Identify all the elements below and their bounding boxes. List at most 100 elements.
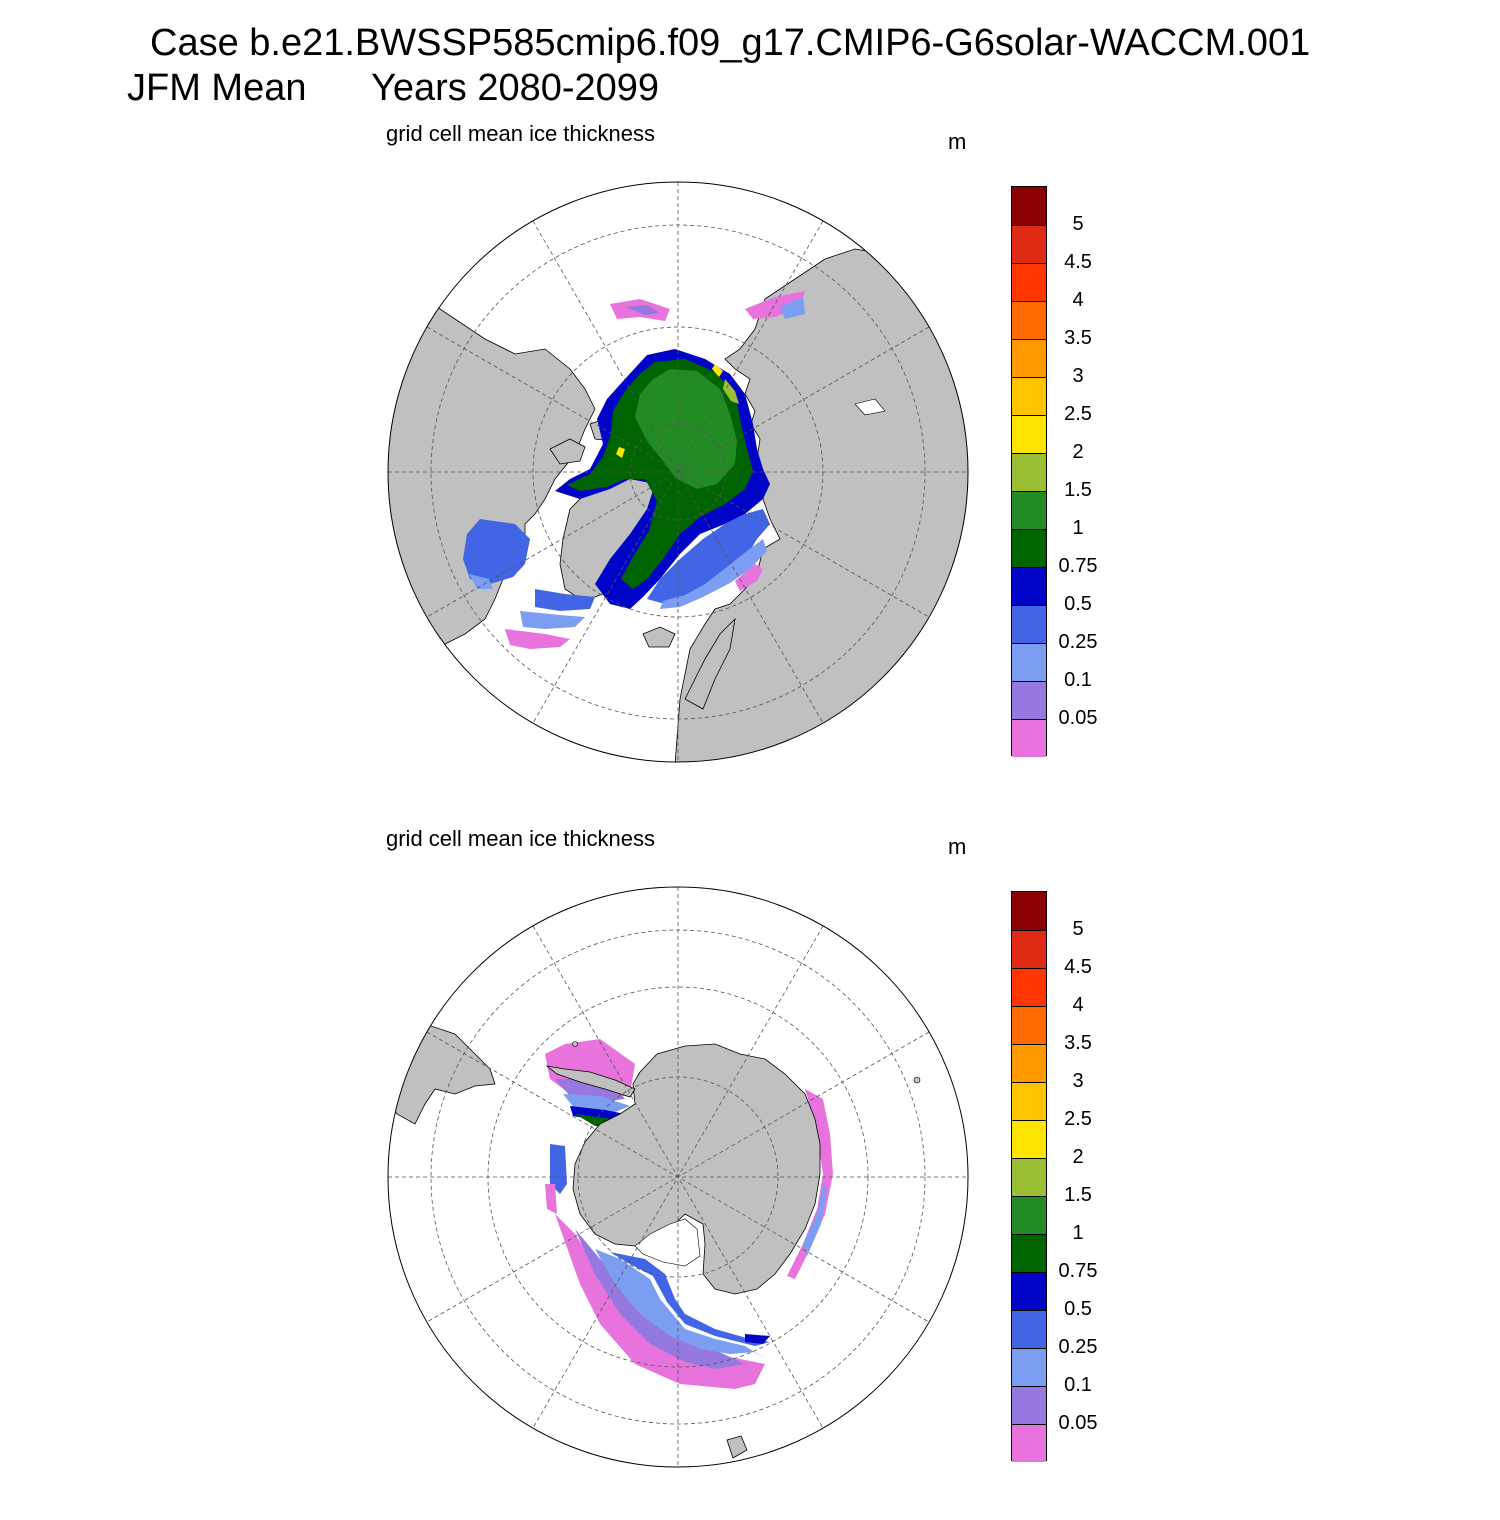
colorbar-box xyxy=(1012,263,1046,301)
hudson-bay-ice xyxy=(463,519,530,584)
antarctic-peninsula-land xyxy=(545,1065,636,1098)
graticule xyxy=(388,887,968,1467)
colorbar-box xyxy=(1012,681,1046,719)
years-label: Years 2080-2099 xyxy=(371,67,660,109)
figure-title: Case b.e21.BWSSP585cmip6.f09_g17.CMIP6-G… xyxy=(150,22,1311,64)
colorbar-tick-label: 3.5 xyxy=(1064,1032,1092,1054)
units-label: m xyxy=(948,834,967,859)
archipelago-island xyxy=(549,438,586,465)
colorbar-box xyxy=(1012,301,1046,339)
ice-0.25-0.5 xyxy=(550,1144,567,1194)
ice-2-2.5 xyxy=(616,447,625,458)
colorbar-tick-label: 1.5 xyxy=(1064,479,1092,501)
graticule xyxy=(388,182,968,762)
colorbar-box xyxy=(1012,1158,1046,1196)
panel-title: grid cell mean ice thickness xyxy=(386,826,656,851)
colorbar-tick-label: 0.25 xyxy=(1058,1336,1098,1358)
hudson-bay-ice xyxy=(469,574,493,589)
colorbar-box xyxy=(1012,719,1046,757)
colorbar-tick-label: 0.05 xyxy=(1058,1412,1098,1434)
colorbar-box xyxy=(1012,892,1046,930)
colorbar-tick-label: 1.5 xyxy=(1064,1184,1092,1206)
antarctic-panel: grid cell mean ice thickness m xyxy=(0,815,1500,1520)
ice-0.05-0.1 xyxy=(575,1229,745,1369)
colorbar-tick-label: 2 xyxy=(1072,441,1084,463)
new-zealand-land xyxy=(726,1435,748,1459)
map-border xyxy=(387,181,969,763)
ice-2-2.5 xyxy=(712,364,723,377)
ice-0.1-0.25 xyxy=(660,539,767,609)
lake xyxy=(869,698,898,728)
colorbar-box xyxy=(1012,339,1046,377)
colorbar-tick-label: 0.05 xyxy=(1058,707,1098,729)
ice-0.1-0.25 xyxy=(520,611,585,629)
colorbar-tick-label: 3 xyxy=(1072,1070,1084,1092)
ice-0-0.05 xyxy=(735,564,763,591)
colorbar-box xyxy=(1012,930,1046,968)
colorbar-tick-label: 0.5 xyxy=(1064,1298,1092,1320)
colorbar-box xyxy=(1012,1272,1046,1310)
colorbar-tick-label: 1 xyxy=(1072,517,1084,539)
colorbar-box xyxy=(1012,491,1046,529)
colorbar-tick-label: 4.5 xyxy=(1064,251,1092,273)
colorbar-tick-label: 2.5 xyxy=(1064,1108,1092,1130)
colorbar-box xyxy=(1012,643,1046,681)
colorbar-tick-label: 0.1 xyxy=(1064,1374,1092,1396)
scandinavia-land xyxy=(684,617,736,710)
colorbar-box xyxy=(1012,187,1046,225)
colorbar-box xyxy=(1012,1120,1046,1158)
ice-0.05-0.1 xyxy=(625,305,660,315)
colorbar-box xyxy=(1012,1424,1046,1462)
island xyxy=(572,1041,578,1047)
colorbar-box xyxy=(1012,1348,1046,1386)
ice-0-0.05 xyxy=(505,629,570,649)
arctic-map xyxy=(387,181,969,763)
island xyxy=(913,1076,921,1084)
colorbar-tick-label: 4 xyxy=(1072,289,1084,311)
colorbar-tick-label: 0.5 xyxy=(1064,593,1092,615)
colorbar-tick-label: 5 xyxy=(1072,213,1084,235)
colorbar-box xyxy=(1012,453,1046,491)
colorbar-tick-label: 0.1 xyxy=(1064,669,1092,691)
colorbar-box xyxy=(1012,567,1046,605)
colorbar-tick-label: 3 xyxy=(1072,365,1084,387)
colorbar xyxy=(1011,186,1047,757)
colorbar xyxy=(1011,891,1047,1462)
ice-0-0.05 xyxy=(555,1214,765,1389)
ice-0.5-0.75 xyxy=(745,1334,770,1344)
colorbar-tick-label: 0.75 xyxy=(1058,555,1098,577)
lake xyxy=(854,398,886,416)
panel-title: grid cell mean ice thickness xyxy=(386,121,656,146)
season-label: JFM Mean xyxy=(127,67,307,109)
colorbar-tick-label: 5 xyxy=(1072,918,1084,940)
colorbar-box xyxy=(1012,968,1046,1006)
ice-0.25-0.5 xyxy=(610,1252,770,1346)
ice-0-0.05 xyxy=(787,1089,833,1279)
ice-0.25-0.5 xyxy=(647,509,770,604)
colorbar-box xyxy=(1012,529,1046,567)
colorbar-tick-label: 2 xyxy=(1072,1146,1084,1168)
arctic-panel: grid cell mean ice thickness m xyxy=(0,110,1500,815)
iceland-land xyxy=(642,626,676,648)
ice-0.1-0.25 xyxy=(803,1184,827,1256)
colorbar-box xyxy=(1012,1196,1046,1234)
colorbar-tick-label: 4 xyxy=(1072,994,1084,1016)
ice-0-0.05 xyxy=(745,291,805,319)
colorbar-box xyxy=(1012,1082,1046,1120)
colorbar-tick-label: 2.5 xyxy=(1064,403,1092,425)
colorbar-box xyxy=(1012,415,1046,453)
ice-0.1-0.25 xyxy=(780,297,805,319)
ice-0.1-0.25 xyxy=(595,1249,765,1359)
colorbar-tick-label: 3.5 xyxy=(1064,327,1092,349)
ice-1-1.5 xyxy=(635,369,737,489)
units-label: m xyxy=(948,129,967,154)
colorbar-box xyxy=(1012,1234,1046,1272)
antarctic-map xyxy=(387,886,969,1468)
colorbar-box xyxy=(1012,1386,1046,1424)
colorbar-tick-label: 4.5 xyxy=(1064,956,1092,978)
colorbar-box xyxy=(1012,1310,1046,1348)
colorbar-box xyxy=(1012,225,1046,263)
colorbar-box xyxy=(1012,1006,1046,1044)
colorbar-tick-label: 1 xyxy=(1072,1222,1084,1244)
colorbar-tick-label: 0.25 xyxy=(1058,631,1098,653)
